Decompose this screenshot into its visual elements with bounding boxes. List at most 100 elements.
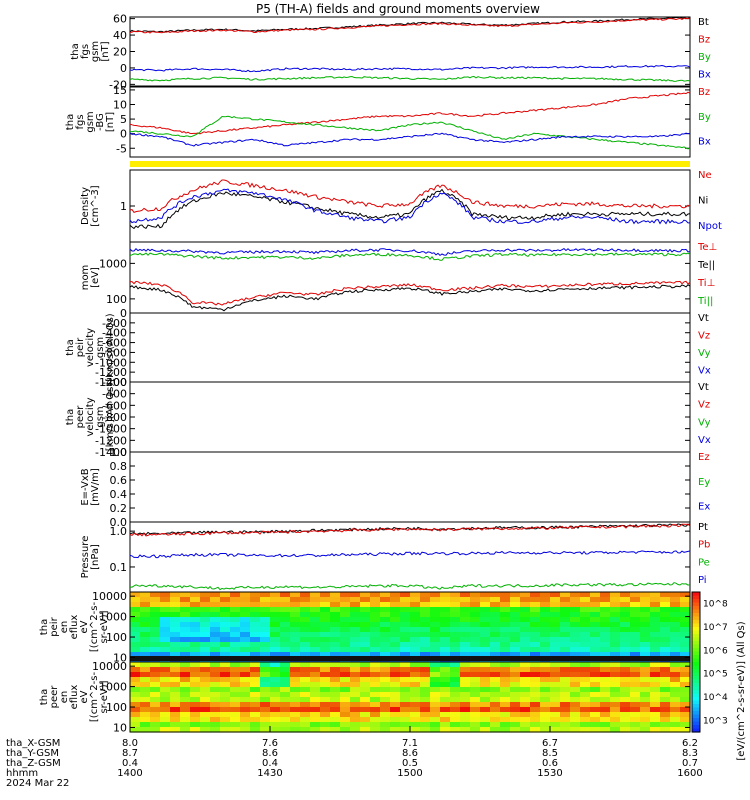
heatmap-cell <box>220 637 231 643</box>
heatmap-cell <box>660 707 671 713</box>
ylabel-line: tha <box>65 114 76 130</box>
legend-entry: Pe <box>698 557 710 568</box>
heatmap-cell <box>190 647 201 653</box>
heatmap-cell <box>490 617 501 623</box>
heatmap-cell <box>320 592 331 598</box>
heatmap-cell <box>170 667 181 673</box>
heatmap-cell <box>370 617 381 623</box>
legend-entry: Vx <box>698 435 711 446</box>
heatmap-cell <box>680 637 691 643</box>
heatmap-cell <box>290 727 301 733</box>
heatmap-cell <box>390 727 401 733</box>
heatmap-cell <box>180 667 191 673</box>
heatmap-cell <box>270 607 281 613</box>
heatmap-cell <box>270 722 281 728</box>
heatmap-cell <box>620 592 631 598</box>
heatmap-cell <box>640 612 651 618</box>
heatmap-cell <box>440 727 451 733</box>
heatmap-cell <box>540 702 551 708</box>
heatmap-cell <box>440 597 451 603</box>
heatmap-cell <box>420 642 431 648</box>
heatmap-cell <box>310 697 321 703</box>
heatmap-cell <box>490 632 501 638</box>
heatmap-cell <box>510 642 521 648</box>
heatmap-cell <box>330 707 341 713</box>
ytick-label: 10 <box>113 721 127 734</box>
heatmap-cell <box>400 647 411 653</box>
heatmap-cell <box>300 592 311 598</box>
heatmap-cell <box>630 677 641 683</box>
heatmap-cell <box>350 687 361 693</box>
colorbar-tick: 10^4 <box>703 693 728 703</box>
heatmap-cell <box>200 672 211 678</box>
heatmap-cell <box>490 612 501 618</box>
heatmap-cell <box>580 597 591 603</box>
heatmap-cell <box>480 647 491 653</box>
heatmap-cell <box>140 607 151 613</box>
heatmap-cell <box>560 597 571 603</box>
heatmap-cell <box>420 697 431 703</box>
heatmap-cell <box>610 677 621 683</box>
heatmap-cell <box>660 697 671 703</box>
heatmap-cell <box>630 667 641 673</box>
colorbar-segment <box>692 686 700 691</box>
heatmap-cell <box>540 722 551 728</box>
heatmap-cell <box>130 672 141 678</box>
heatmap-cell <box>270 697 281 703</box>
heatmap-cell <box>230 602 241 608</box>
heatmap-cell <box>470 687 481 693</box>
heatmap-cell <box>450 667 461 673</box>
colorbar-segment <box>692 655 700 660</box>
heatmap-cell <box>340 617 351 623</box>
heatmap-cell <box>600 652 611 658</box>
heatmap-cell <box>310 607 321 613</box>
ytick-label: -400 <box>102 327 127 340</box>
heatmap-cell <box>460 592 471 598</box>
heatmap-cell <box>600 632 611 638</box>
heatmap-cell <box>430 627 441 633</box>
heatmap-cell <box>180 632 191 638</box>
heatmap-cell <box>180 602 191 608</box>
colorbar-tick: 10^3 <box>703 716 728 726</box>
heatmap-cell <box>390 667 401 673</box>
heatmap-cell <box>440 702 451 708</box>
heatmap-cell <box>220 727 231 733</box>
heatmap-cell <box>650 622 661 628</box>
heatmap-cell <box>170 637 181 643</box>
heatmap-cell <box>290 722 301 728</box>
heatmap-cell <box>420 607 431 613</box>
heatmap-cell <box>450 622 461 628</box>
heatmap-cell <box>680 662 691 668</box>
heatmap-cell <box>620 692 631 698</box>
heatmap-cell <box>590 637 601 643</box>
heatmap-cell <box>440 622 451 628</box>
panel-ylabel: Pressure [nPa] <box>80 536 101 579</box>
heatmap-cell <box>320 672 331 678</box>
heatmap-cell <box>290 627 301 633</box>
heatmap-cell <box>320 652 331 658</box>
heatmap-cell <box>620 647 631 653</box>
heatmap-cell <box>620 677 631 683</box>
ylabel-line: -BG <box>95 113 106 131</box>
heatmap-cell <box>630 627 641 633</box>
heatmap-cell <box>400 707 411 713</box>
heatmap-cell <box>540 622 551 628</box>
heatmap-cell <box>480 697 491 703</box>
heatmap-cell <box>330 592 341 598</box>
heatmap-cell <box>410 727 421 733</box>
heatmap-cell <box>650 617 661 623</box>
heatmap-cell <box>580 617 591 623</box>
heatmap-cell <box>640 607 651 613</box>
heatmap-cell <box>580 692 591 698</box>
heatmap-cell <box>540 682 551 688</box>
legend-entry: Vt <box>698 382 709 393</box>
colorbar-segment <box>692 728 700 733</box>
heatmap-cell <box>260 687 271 693</box>
heatmap-cell <box>390 647 401 653</box>
heatmap-cell <box>560 632 571 638</box>
colorbar-segment <box>692 651 700 656</box>
heatmap-cell <box>150 647 161 653</box>
heatmap-cell <box>500 697 511 703</box>
heatmap-cell <box>610 607 621 613</box>
heatmap-cell <box>160 622 171 628</box>
